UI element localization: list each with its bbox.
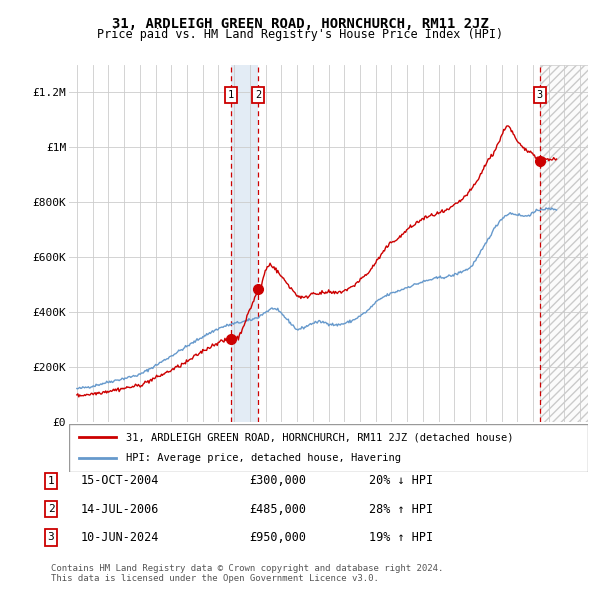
Text: Price paid vs. HM Land Registry's House Price Index (HPI): Price paid vs. HM Land Registry's House …	[97, 28, 503, 41]
Text: £485,000: £485,000	[249, 503, 306, 516]
FancyBboxPatch shape	[69, 424, 588, 472]
Text: 20% ↓ HPI: 20% ↓ HPI	[369, 474, 433, 487]
Bar	[540, 65, 588, 422]
Bar	[540, 65, 588, 422]
Text: 3: 3	[537, 90, 543, 100]
Text: 2: 2	[255, 90, 262, 100]
Text: 15-OCT-2004: 15-OCT-2004	[81, 474, 160, 487]
Text: HPI: Average price, detached house, Havering: HPI: Average price, detached house, Have…	[126, 454, 401, 464]
Text: 1: 1	[47, 476, 55, 486]
Text: 31, ARDLEIGH GREEN ROAD, HORNCHURCH, RM11 2JZ (detached house): 31, ARDLEIGH GREEN ROAD, HORNCHURCH, RM1…	[126, 432, 514, 442]
Text: 1: 1	[228, 90, 234, 100]
Text: 14-JUL-2006: 14-JUL-2006	[81, 503, 160, 516]
Text: £950,000: £950,000	[249, 531, 306, 544]
Text: £300,000: £300,000	[249, 474, 306, 487]
Text: 10-JUN-2024: 10-JUN-2024	[81, 531, 160, 544]
Text: 2: 2	[47, 504, 55, 514]
Bar	[231, 65, 259, 422]
Text: Contains HM Land Registry data © Crown copyright and database right 2024.
This d: Contains HM Land Registry data © Crown c…	[51, 563, 443, 583]
Text: 19% ↑ HPI: 19% ↑ HPI	[369, 531, 433, 544]
Text: 31, ARDLEIGH GREEN ROAD, HORNCHURCH, RM11 2JZ: 31, ARDLEIGH GREEN ROAD, HORNCHURCH, RM1…	[112, 17, 488, 31]
Text: 28% ↑ HPI: 28% ↑ HPI	[369, 503, 433, 516]
Text: 3: 3	[47, 533, 55, 542]
